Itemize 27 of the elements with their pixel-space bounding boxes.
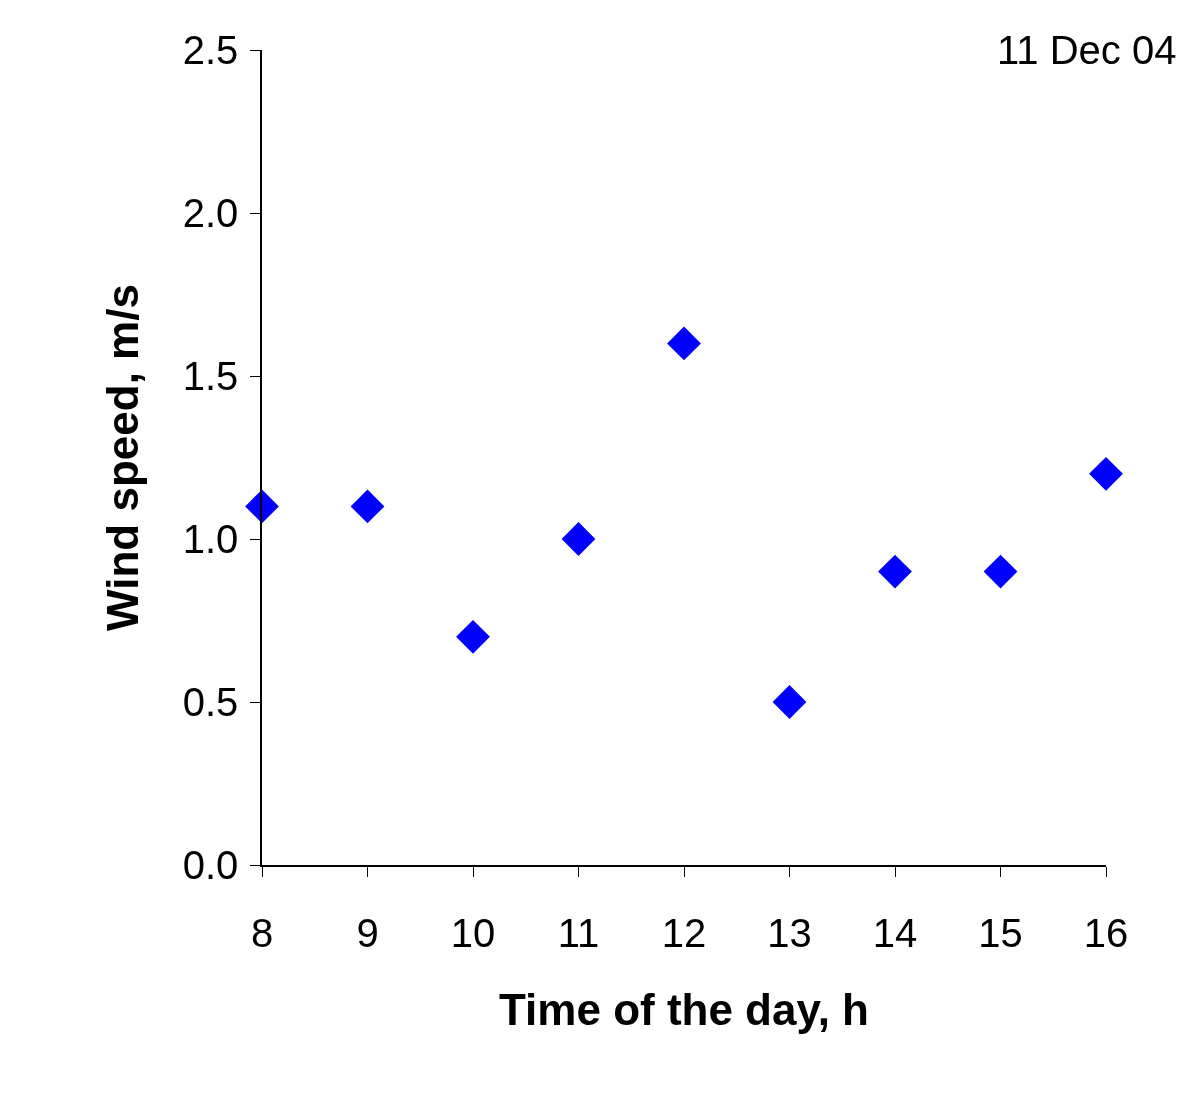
x-tick-label: 16	[1083, 910, 1129, 955]
y-tick-label: 1.5	[182, 354, 239, 398]
x-tick-label: 9	[356, 910, 379, 955]
point	[245, 489, 279, 524]
y-tick-label: 0.0	[182, 843, 239, 887]
y-tick-label: 1.0	[182, 517, 239, 561]
y-tick-label: 0.5	[182, 680, 239, 724]
point	[667, 326, 701, 361]
point	[1089, 456, 1123, 491]
point	[772, 685, 807, 719]
point	[983, 554, 1018, 589]
x-tick-label: 10	[450, 910, 496, 955]
annotation: 11 Dec 04	[997, 28, 1177, 72]
y-axis-title: Wind speed, m/s	[98, 284, 148, 631]
x-tick-label: 12	[661, 910, 707, 955]
x-tick-label: 14	[872, 910, 918, 955]
x-tick-label: 8	[250, 910, 274, 955]
x-axis-title: Time of the day, h	[499, 984, 869, 1034]
x-tick-label: 15	[978, 910, 1023, 955]
x-tick-label: 13	[767, 910, 812, 955]
point	[878, 554, 912, 589]
y-tick-label: 2.5	[182, 28, 239, 72]
x-tick-label: 11	[557, 910, 600, 955]
point	[561, 522, 596, 556]
point	[350, 489, 385, 524]
y-tick-label: 2.0	[182, 191, 239, 235]
point	[456, 619, 490, 654]
